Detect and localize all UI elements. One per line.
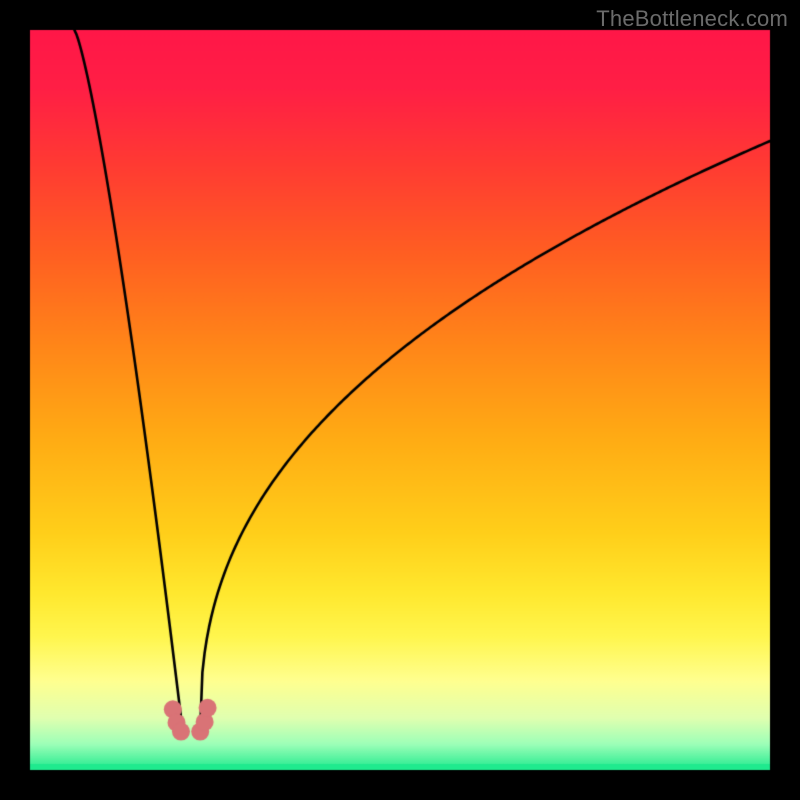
bottleneck-chart-canvas <box>0 0 800 800</box>
chart-container: TheBottleneck.com <box>0 0 800 800</box>
